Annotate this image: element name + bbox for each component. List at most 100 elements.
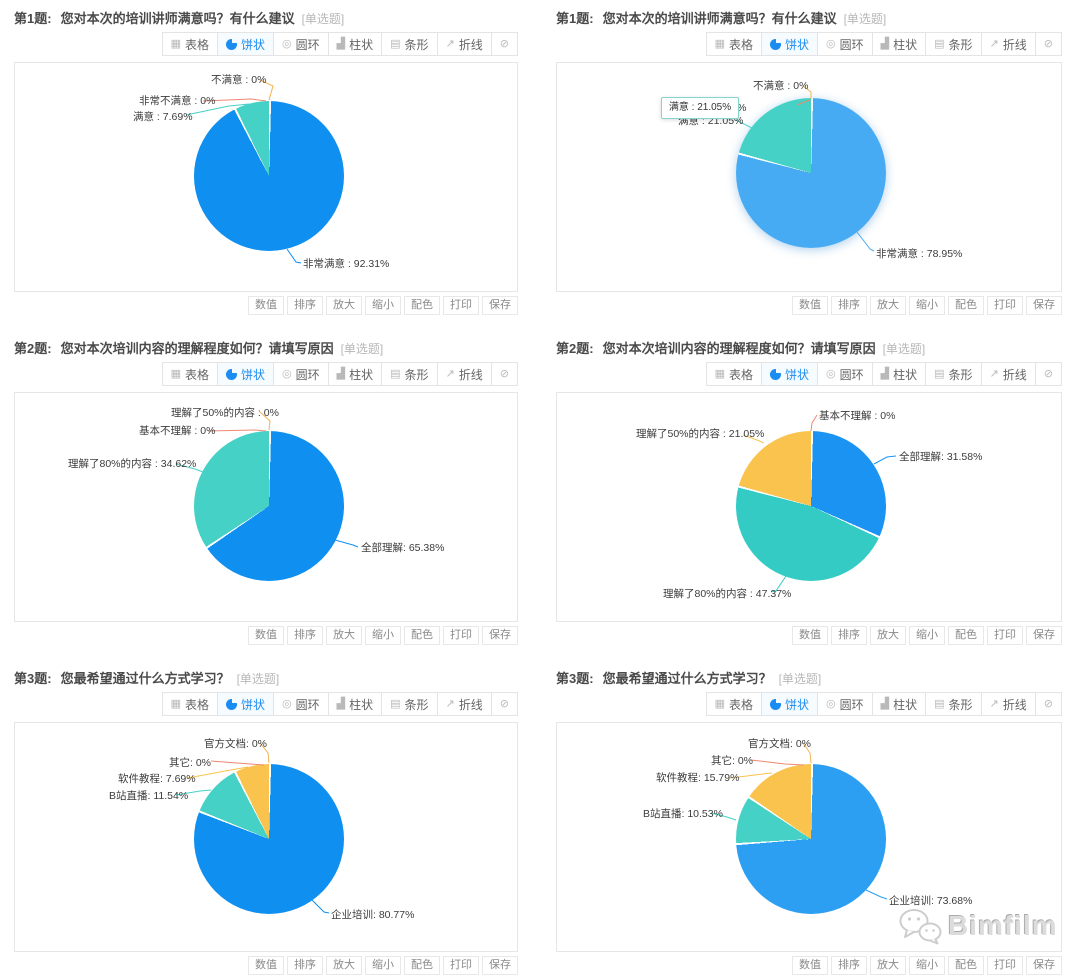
action-save[interactable]: 保存 <box>1026 956 1062 975</box>
action-sort[interactable]: 排序 <box>287 296 323 315</box>
chart-type-column[interactable]: ▟ 柱状 <box>327 32 383 56</box>
bar-chart-icon: ▤ <box>934 697 945 710</box>
action-color[interactable]: 配色 <box>948 956 984 975</box>
chart-type-bar[interactable]: ▤ 条形 <box>381 362 438 386</box>
chart-type-line[interactable]: ↗ 折线 <box>436 362 492 386</box>
action-color[interactable]: 配色 <box>948 626 984 645</box>
action-sort[interactable]: 排序 <box>831 626 867 645</box>
action-color[interactable]: 配色 <box>948 296 984 315</box>
action-value[interactable]: 数值 <box>792 956 828 975</box>
action-sort[interactable]: 排序 <box>831 956 867 975</box>
chart-type-column[interactable]: ▟ 柱状 <box>327 692 383 716</box>
action-print[interactable]: 打印 <box>443 296 479 315</box>
pie-label: 全部理解: 65.38% <box>361 542 445 554</box>
action-zoom-in[interactable]: 放大 <box>870 626 906 645</box>
pie-chart[interactable] <box>736 764 886 914</box>
action-value[interactable]: 数值 <box>792 626 828 645</box>
chart-type-bar[interactable]: ▤ 条形 <box>925 362 982 386</box>
label-line <box>286 248 302 264</box>
chart-type-column[interactable]: ▟ 柱状 <box>871 692 927 716</box>
action-save[interactable]: 保存 <box>1026 296 1062 315</box>
pie-chart[interactable] <box>194 764 344 914</box>
donut-icon: ◎ <box>282 37 292 50</box>
chart-type-more[interactable]: ⊘ <box>490 32 518 56</box>
action-value[interactable]: 数值 <box>248 296 284 315</box>
action-zoom-in[interactable]: 放大 <box>326 296 362 315</box>
chart-type-pie[interactable]: 饼状 <box>217 362 275 386</box>
chart-type-more[interactable]: ⊘ <box>490 362 518 386</box>
pie-label: 理解了80%的内容 : 34.62% <box>68 458 197 470</box>
action-value[interactable]: 数值 <box>248 626 284 645</box>
action-sort[interactable]: 排序 <box>831 296 867 315</box>
chart-type-bar[interactable]: ▤ 条形 <box>381 32 438 56</box>
action-zoom-out[interactable]: 缩小 <box>909 956 945 975</box>
chart-type-table[interactable]: ▦ 表格 <box>705 362 762 386</box>
question-number: 第2题: <box>556 341 594 356</box>
action-zoom-out[interactable]: 缩小 <box>365 956 401 975</box>
chart-type-pie[interactable]: 饼状 <box>217 32 275 56</box>
chart-type-line[interactable]: ↗ 折线 <box>436 692 492 716</box>
chart-type-table[interactable]: ▦ 表格 <box>161 362 218 386</box>
action-print[interactable]: 打印 <box>987 956 1023 975</box>
action-print[interactable]: 打印 <box>987 626 1023 645</box>
donut-icon: ◎ <box>282 367 292 380</box>
action-zoom-out[interactable]: 缩小 <box>909 626 945 645</box>
action-print[interactable]: 打印 <box>443 626 479 645</box>
chart-type-table[interactable]: ▦ 表格 <box>705 32 762 56</box>
action-zoom-out[interactable]: 缩小 <box>365 626 401 645</box>
chart-type-bar[interactable]: ▤ 条形 <box>925 692 982 716</box>
action-color[interactable]: 配色 <box>404 626 440 645</box>
action-zoom-out[interactable]: 缩小 <box>365 296 401 315</box>
action-value[interactable]: 数值 <box>792 296 828 315</box>
pie-chart[interactable] <box>194 431 344 581</box>
action-zoom-in[interactable]: 放大 <box>326 626 362 645</box>
action-print[interactable]: 打印 <box>987 296 1023 315</box>
chart-type-column[interactable]: ▟ 柱状 <box>871 362 927 386</box>
action-zoom-in[interactable]: 放大 <box>870 956 906 975</box>
chart-type-donut[interactable]: ◎ 圆环 <box>817 32 873 56</box>
action-zoom-out[interactable]: 缩小 <box>909 296 945 315</box>
line-chart-icon: ↗ <box>989 697 999 710</box>
pie-chart[interactable] <box>194 101 344 251</box>
chart-type-table[interactable]: ▦ 表格 <box>705 692 762 716</box>
chart-type-more[interactable]: ⊘ <box>1034 692 1062 716</box>
chart-type-table[interactable]: ▦ 表格 <box>161 692 218 716</box>
pie-chart[interactable] <box>736 431 886 581</box>
chart-type-line[interactable]: ↗ 折线 <box>980 692 1036 716</box>
action-color[interactable]: 配色 <box>404 956 440 975</box>
action-print[interactable]: 打印 <box>443 956 479 975</box>
chart-type-pie[interactable]: 饼状 <box>217 692 275 716</box>
chart-type-more[interactable]: ⊘ <box>1034 32 1062 56</box>
action-zoom-in[interactable]: 放大 <box>326 956 362 975</box>
chart-type-pie[interactable]: 饼状 <box>761 692 819 716</box>
chart-type-pie[interactable]: 饼状 <box>761 32 819 56</box>
chart-type-column[interactable]: ▟ 柱状 <box>871 32 927 56</box>
chart-type-bar[interactable]: ▤ 条形 <box>925 32 982 56</box>
chart-type-line[interactable]: ↗ 折线 <box>980 362 1036 386</box>
chart-type-bar[interactable]: ▤ 条形 <box>381 692 438 716</box>
chart-type-pie[interactable]: 饼状 <box>761 362 819 386</box>
action-value[interactable]: 数值 <box>248 956 284 975</box>
action-save[interactable]: 保存 <box>482 626 518 645</box>
chart-type-donut[interactable]: ◎ 圆环 <box>817 362 873 386</box>
chart-type-column[interactable]: ▟ 柱状 <box>327 362 383 386</box>
chart-type-line[interactable]: ↗ 折线 <box>980 32 1036 56</box>
action-sort[interactable]: 排序 <box>287 626 323 645</box>
action-sort[interactable]: 排序 <box>287 956 323 975</box>
pie-label: 企业培训: 73.68% <box>889 895 973 907</box>
chart-type-donut[interactable]: ◎ 圆环 <box>273 362 329 386</box>
action-save[interactable]: 保存 <box>482 296 518 315</box>
action-zoom-in[interactable]: 放大 <box>870 296 906 315</box>
action-save[interactable]: 保存 <box>482 956 518 975</box>
column-chart-icon: ▟ <box>336 37 346 50</box>
chart-type-more[interactable]: ⊘ <box>1034 362 1062 386</box>
chart-type-donut[interactable]: ◎ 圆环 <box>273 32 329 56</box>
chart-type-line[interactable]: ↗ 折线 <box>436 32 492 56</box>
chart-type-donut[interactable]: ◎ 圆环 <box>273 692 329 716</box>
pie-chart[interactable] <box>736 98 886 248</box>
chart-type-donut[interactable]: ◎ 圆环 <box>817 692 873 716</box>
chart-type-table[interactable]: ▦ 表格 <box>161 32 218 56</box>
action-color[interactable]: 配色 <box>404 296 440 315</box>
chart-type-more[interactable]: ⊘ <box>490 692 518 716</box>
action-save[interactable]: 保存 <box>1026 626 1062 645</box>
